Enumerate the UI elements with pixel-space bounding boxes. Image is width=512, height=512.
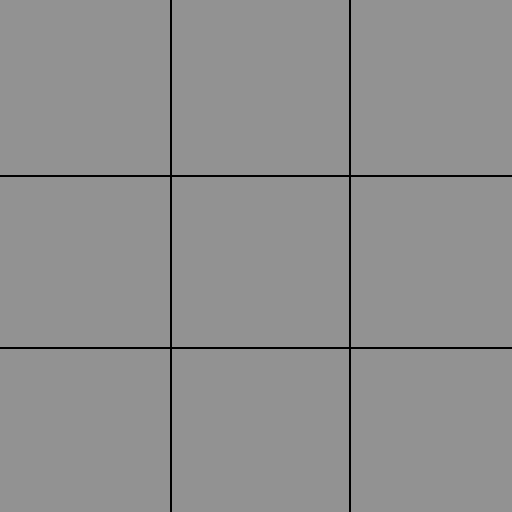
board-cell-r2-c3[interactable] xyxy=(351,177,512,347)
grid-line-horizontal-1 xyxy=(0,175,512,177)
board-cell-r2-c2[interactable] xyxy=(172,177,349,347)
board-cell-r1-c3[interactable] xyxy=(351,0,512,175)
grid-line-vertical-1 xyxy=(170,0,172,512)
board-cell-r3-c2[interactable] xyxy=(172,349,349,512)
board-cell-r3-c3[interactable] xyxy=(351,349,512,512)
grid-line-vertical-2 xyxy=(349,0,351,512)
board-cell-r3-c1[interactable] xyxy=(0,349,170,512)
board-cell-r2-c1[interactable] xyxy=(0,177,170,347)
board-cell-r1-c2[interactable] xyxy=(172,0,349,175)
grid-line-horizontal-2 xyxy=(0,347,512,349)
board-cell-r1-c1[interactable] xyxy=(0,0,170,175)
